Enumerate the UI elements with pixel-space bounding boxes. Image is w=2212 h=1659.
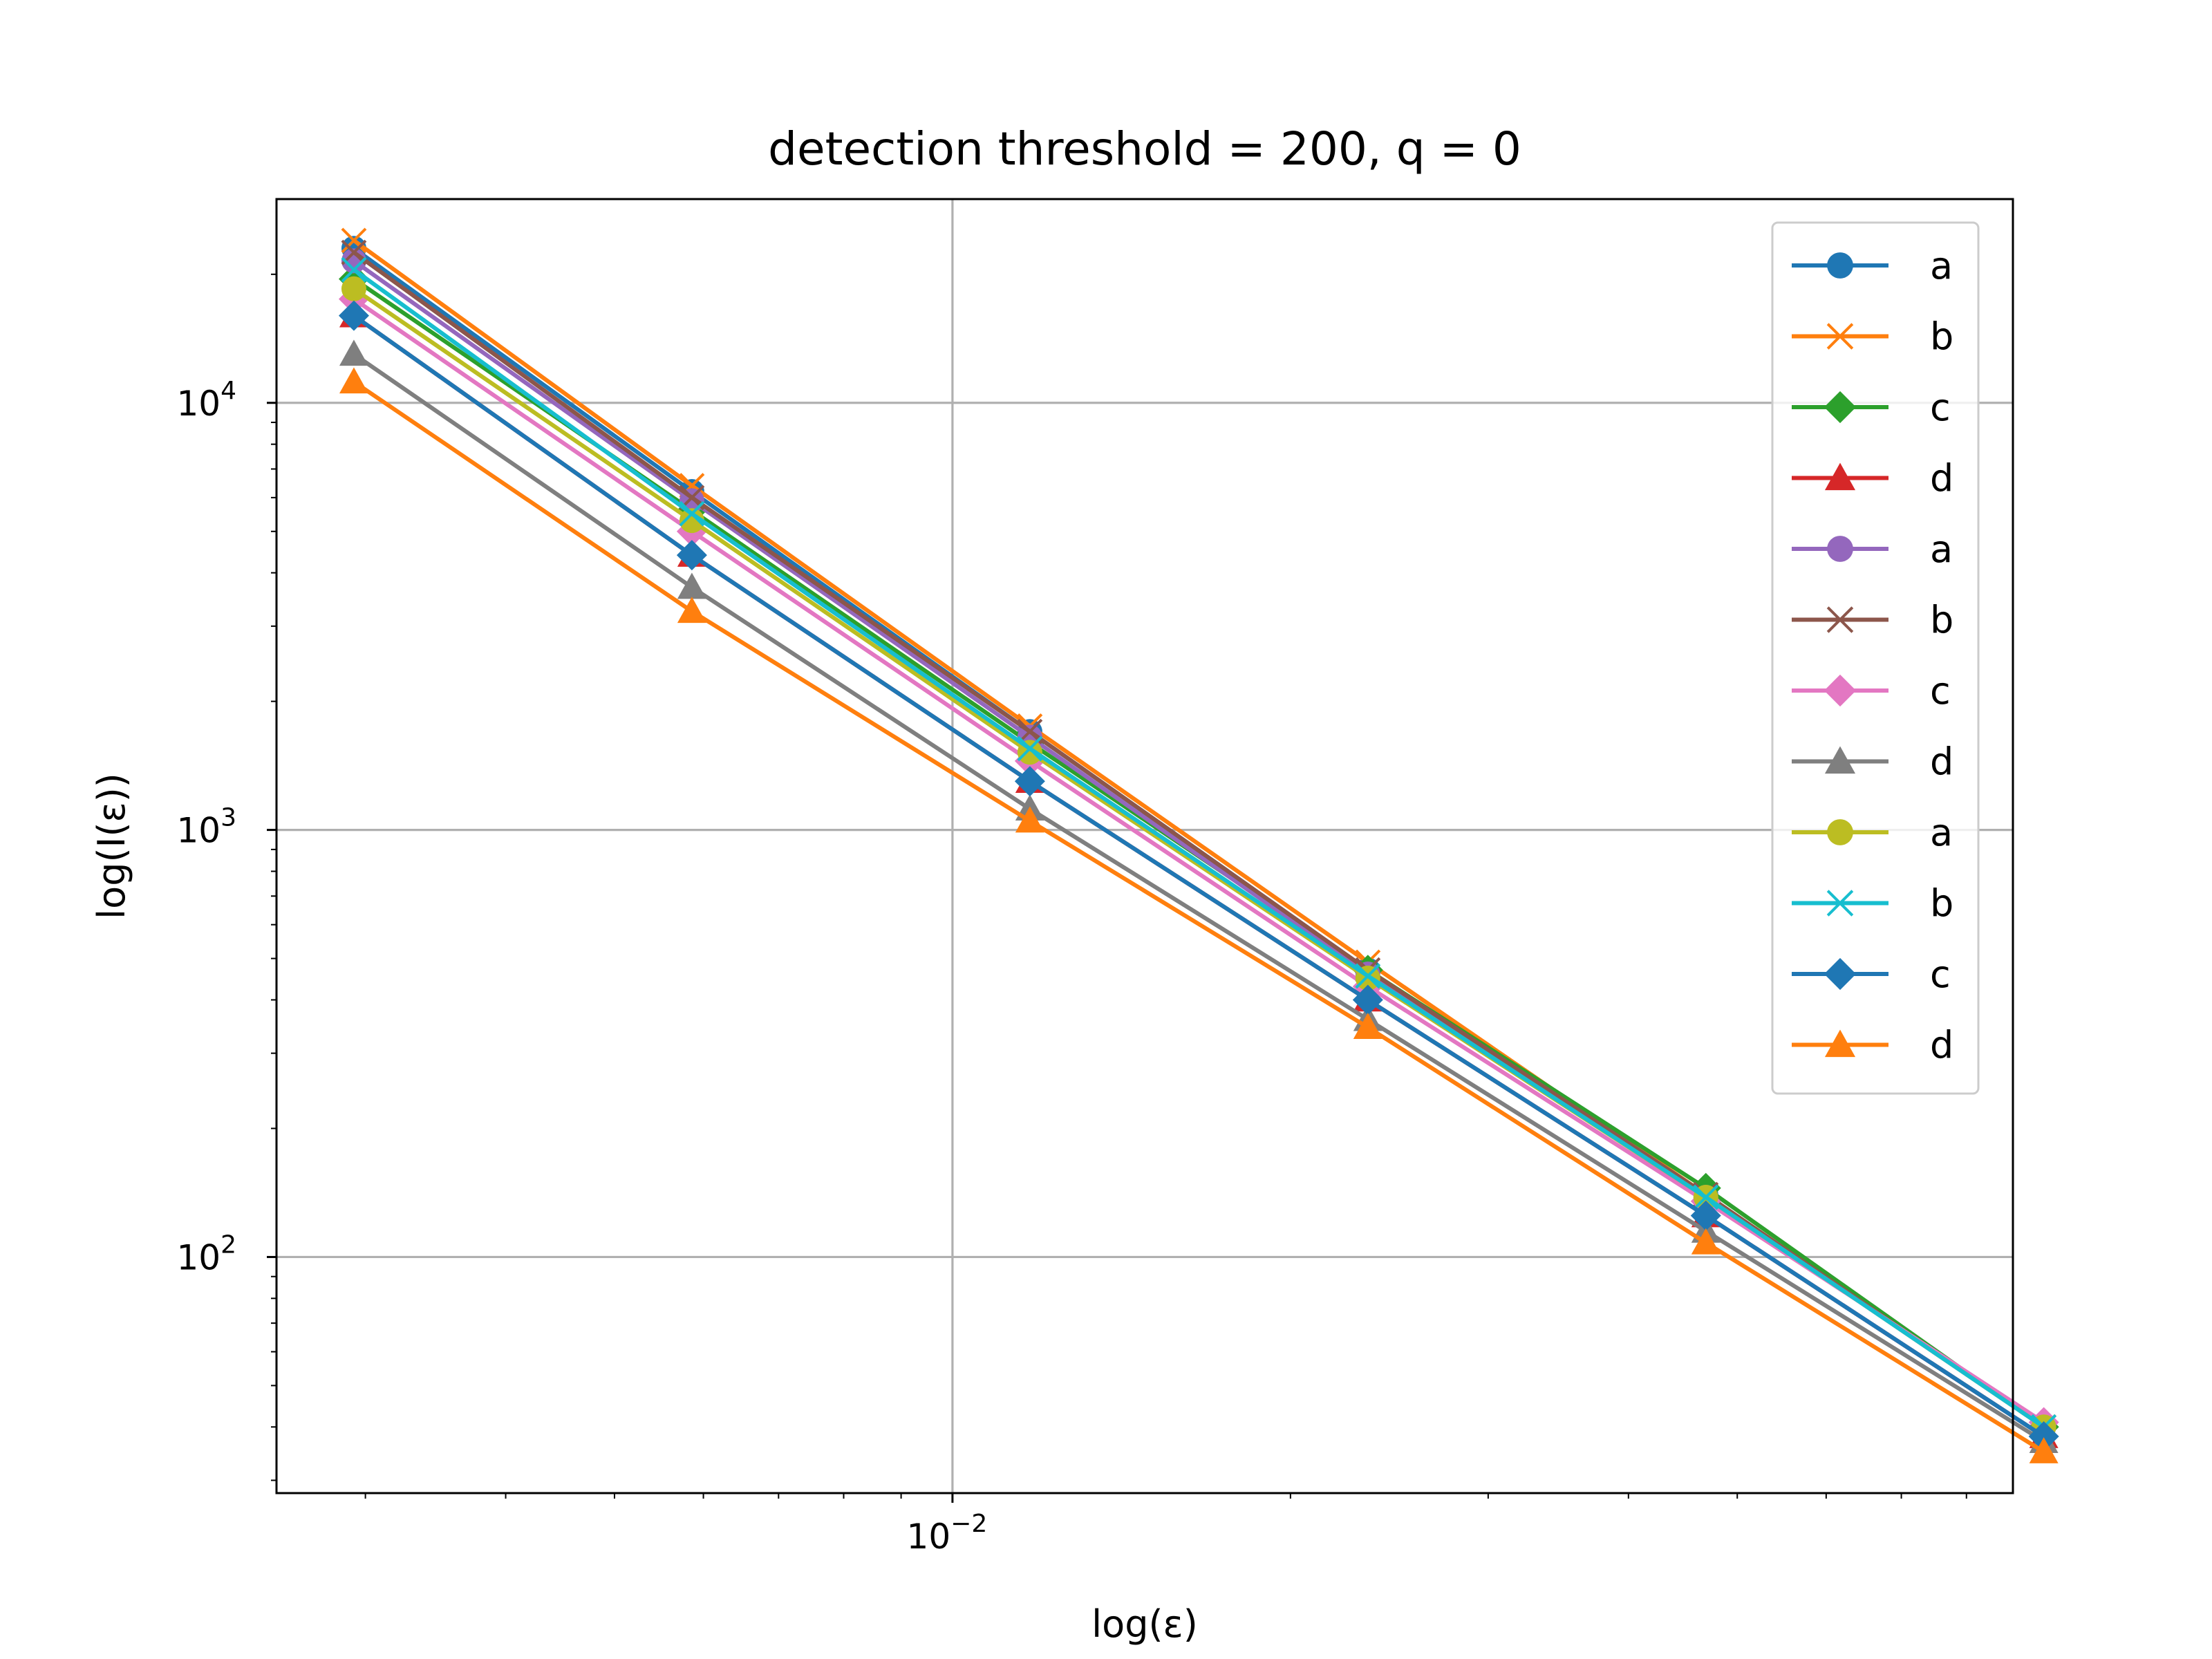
data-point — [2029, 1437, 2059, 1463]
legend-entry: a — [1792, 244, 1953, 288]
series-line — [353, 268, 2045, 1429]
data-point — [338, 300, 369, 331]
data-point — [677, 597, 706, 624]
data-point — [2028, 1421, 2059, 1452]
data-point — [677, 572, 706, 599]
data-point — [1826, 890, 1854, 917]
data-point — [341, 256, 367, 283]
legend-entry: c — [1792, 669, 1951, 713]
legend-entry: d — [1792, 457, 1953, 500]
data-point — [1826, 323, 1854, 350]
data-point — [1353, 1013, 1382, 1039]
legend-entry: d — [1792, 740, 1953, 784]
legend-entry: b — [1792, 882, 1953, 926]
series-layer — [338, 227, 2059, 1463]
x-marker-stroke — [1826, 606, 1854, 633]
data-point — [341, 276, 366, 301]
data-point — [1824, 391, 1857, 424]
series-line — [353, 297, 2045, 1425]
data-point — [679, 500, 705, 527]
data-point — [1827, 819, 1853, 845]
legend-entry: c — [1792, 953, 1951, 996]
x-marker-stroke — [1826, 890, 1854, 917]
legend-entry: a — [1792, 811, 1953, 854]
x-marker-stroke — [1355, 963, 1381, 989]
data-point — [1824, 957, 1857, 991]
data-point — [1827, 252, 1853, 279]
data-point — [679, 508, 704, 534]
x-marker-stroke — [1017, 735, 1043, 762]
y-tick-label: 102 — [176, 1230, 236, 1277]
chart-title: detection threshold = 200, q = 0 — [768, 122, 1521, 176]
y-tick-label: 103 — [176, 804, 236, 851]
series-d — [339, 367, 2059, 1463]
data-point — [1824, 746, 1856, 774]
legend-label: c — [1930, 669, 1951, 713]
data-point — [1352, 984, 1383, 1015]
x-marker-stroke — [1826, 323, 1854, 350]
data-point — [1824, 674, 1857, 707]
legend-box — [1771, 221, 1980, 1095]
data-point — [339, 339, 368, 366]
legend-label: a — [1930, 527, 1953, 571]
legend-label: c — [1930, 386, 1951, 429]
data-point — [1826, 606, 1854, 633]
legend-label: b — [1930, 882, 1953, 926]
legend-label: a — [1930, 244, 1953, 288]
legend-label: d — [1930, 1024, 1953, 1067]
data-point — [1827, 536, 1853, 562]
data-point — [1014, 766, 1045, 797]
legend-entry: d — [1792, 1024, 1953, 1067]
data-point — [339, 367, 368, 394]
x-axis-label: log(ε) — [1091, 1602, 1198, 1646]
legend-label: d — [1930, 740, 1953, 784]
x-marker-stroke — [341, 256, 367, 283]
legend-entry: a — [1792, 527, 1953, 571]
x-marker-stroke — [679, 500, 705, 527]
data-point — [1017, 735, 1043, 762]
x-marker-stroke — [1693, 1184, 1719, 1210]
x-tick-label: 10−2 — [907, 1510, 988, 1557]
x-marker-stroke — [341, 227, 367, 254]
legend-label: b — [1930, 315, 1953, 359]
data-point — [1824, 462, 1856, 491]
data-point — [1690, 1200, 1721, 1231]
series-line — [353, 352, 2045, 1443]
data-point — [1355, 963, 1381, 989]
data-point — [676, 540, 707, 571]
axis-ticks: 10−2 102 103 104 — [176, 273, 1967, 1557]
y-axis-label: log(I(ε)) — [90, 773, 133, 919]
legend-entry: c — [1792, 386, 1951, 429]
data-point — [1693, 1184, 1719, 1210]
data-point — [1691, 1228, 1721, 1255]
legend-entry: b — [1792, 315, 1953, 359]
legend-label: a — [1930, 811, 1953, 854]
series-c — [338, 300, 2059, 1452]
y-tick-label: 104 — [176, 377, 236, 424]
plot-frame — [275, 198, 2014, 1494]
data-point — [1015, 806, 1044, 833]
data-point — [1824, 1029, 1856, 1058]
legend-label: c — [1930, 953, 1951, 996]
series-b — [341, 256, 2057, 1440]
legend-entry: b — [1792, 599, 1953, 642]
series-line — [353, 314, 2045, 1438]
series-line — [353, 379, 2045, 1454]
legend-label: d — [1930, 457, 1953, 500]
legend-label: b — [1930, 599, 1953, 642]
data-point — [341, 227, 367, 254]
